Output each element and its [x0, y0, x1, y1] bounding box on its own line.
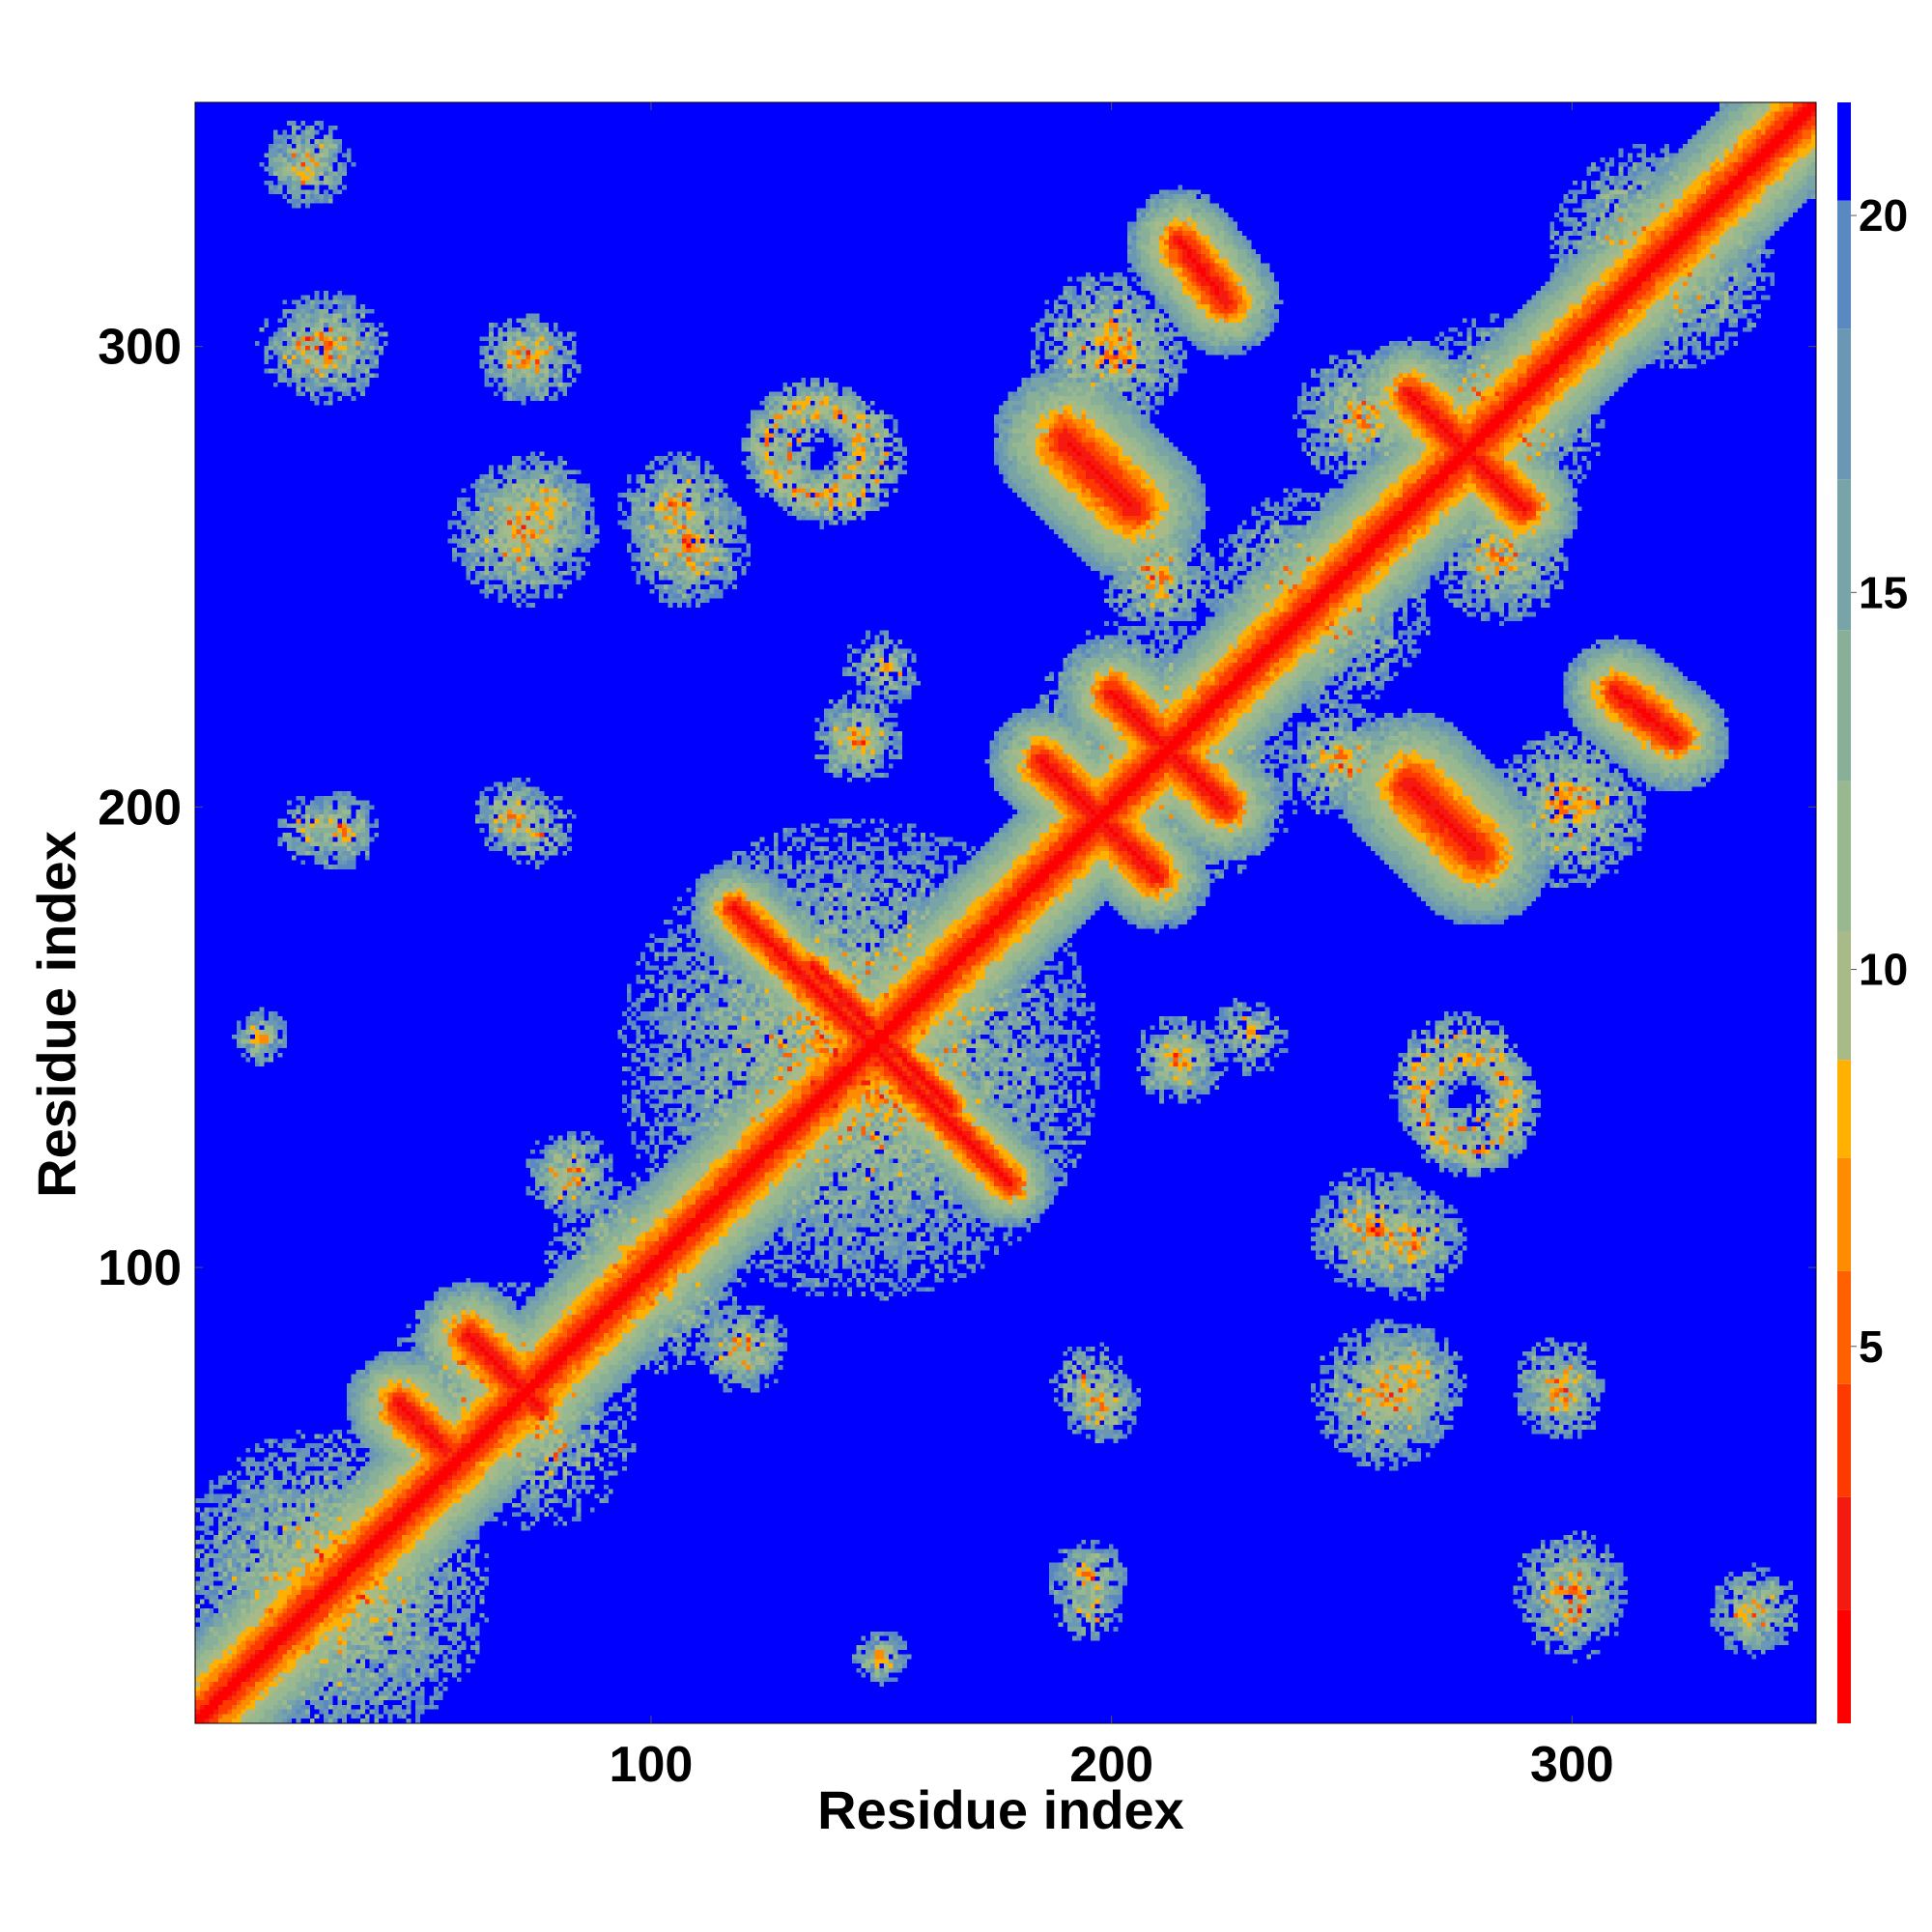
colorbar-segment [1837, 931, 1851, 1061]
colorbar-segment [1837, 1060, 1851, 1158]
x-axis-label: Residue index [817, 1779, 1184, 1840]
colorbar-segment [1837, 1496, 1851, 1610]
colorbar-tick-label: 15 [1859, 567, 1908, 617]
y-tick-label: 200 [98, 780, 182, 836]
heatmap-cells [195, 102, 1816, 1723]
colorbar-ticks: 5 10 15 20 [1851, 190, 1908, 1372]
colorbar-tick-label: 10 [1859, 945, 1908, 995]
y-axis-label: Residue index [26, 831, 87, 1198]
y-tick-label: 300 [98, 320, 182, 376]
colorbar-segment [1837, 328, 1851, 480]
x-tick-label: 200 [1069, 1737, 1153, 1793]
x-axis-ticks: 100 200 300 [610, 102, 1614, 1793]
colorbar-segment [1837, 1383, 1851, 1497]
heatmap-plot-area [195, 102, 1816, 1723]
colorbar-segment [1837, 1157, 1851, 1271]
colorbar-segment [1837, 200, 1851, 329]
colorbar-segment [1837, 1270, 1851, 1384]
colorbar-segment [1837, 1609, 1851, 1723]
colorbar-tick-label: 20 [1859, 190, 1908, 241]
colorbar-segment [1837, 781, 1851, 932]
x-tick-label: 300 [1530, 1737, 1614, 1793]
x-tick-label: 100 [610, 1737, 694, 1793]
plot-frame [194, 101, 1817, 1724]
y-tick-label: 100 [98, 1240, 182, 1296]
colorbar [1837, 102, 1851, 1723]
colorbar-tick-label: 5 [1859, 1321, 1884, 1372]
y-axis-ticks: 100 200 300 [98, 320, 1816, 1296]
colorbar-segment [1837, 479, 1851, 631]
colorbar-segment [1837, 102, 1851, 201]
colorbar-segment [1837, 630, 1851, 781]
